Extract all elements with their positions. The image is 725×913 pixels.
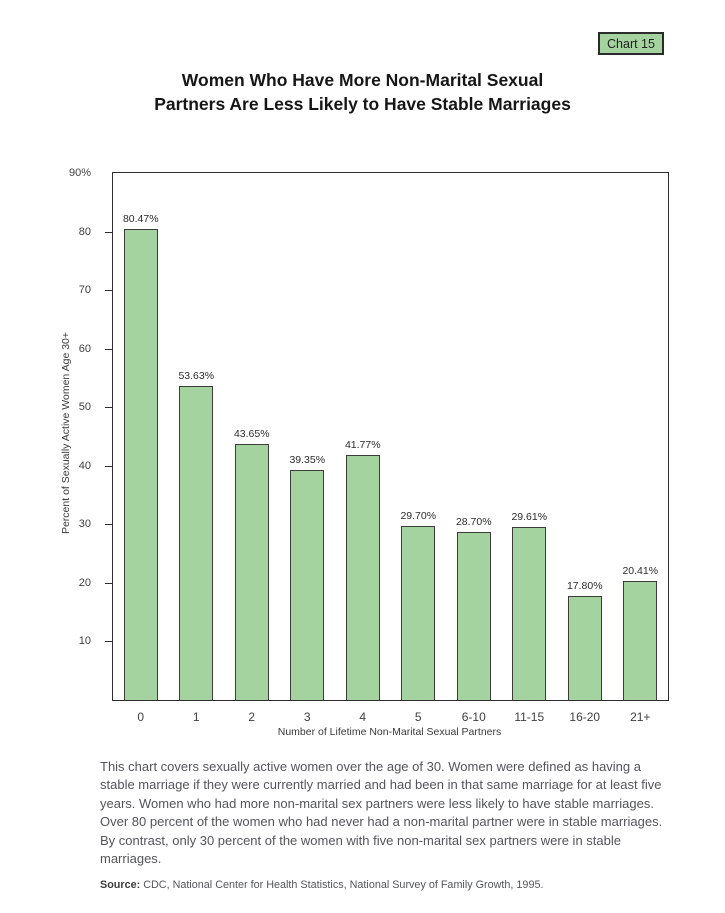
chart-title-line2: Partners Are Less Likely to Have Stable … [154, 94, 571, 114]
source-text: CDC, National Center for Health Statisti… [143, 879, 544, 891]
x-tick-label: 3 [303, 710, 311, 724]
source-line: Source: CDC, National Center for Health … [100, 879, 678, 891]
x-tick-label: 21+ [630, 710, 651, 724]
y-tick-label: 90% [68, 167, 91, 179]
bar-3 [290, 469, 325, 700]
bar-2 [234, 444, 269, 700]
bar-value-label: 17.80% [566, 579, 603, 592]
bar-value-label: 80.47% [122, 212, 159, 225]
y-tick-label: 80 [78, 225, 91, 238]
y-tick-mark [105, 348, 113, 350]
bar-value-label: 29.61% [511, 510, 548, 523]
bar-value-label: 29.70% [400, 510, 437, 523]
y-tick-label: 50 [78, 401, 91, 414]
y-tick-mark [105, 290, 113, 292]
y-tick-label: 10 [78, 635, 91, 648]
source-label: Source: [100, 879, 141, 891]
y-tick-label: 30 [78, 518, 91, 531]
plot-area: 10 20 30 40 50 60 70 80 90% 80.47% 0 53.63% 1 43.65% 2… [69, 167, 669, 724]
bar-value-label: 43.65% [233, 428, 270, 441]
x-tick-label: 6-10 [461, 710, 486, 724]
x-tick-label: 4 [359, 710, 367, 724]
y-tick-mark [105, 582, 113, 584]
chart-title: Women Who Have More Non-Marital Sexual P… [0, 68, 725, 116]
bar-value-label: 41.77% [344, 439, 381, 452]
bar-16-20 [567, 595, 602, 700]
bar-4 [345, 455, 380, 700]
bar-11-15 [512, 526, 547, 700]
x-tick-label: 16-20 [569, 710, 601, 724]
y-tick-mark [105, 407, 113, 409]
y-tick-mark [105, 641, 113, 643]
chart-number-label: Chart 15 [607, 36, 655, 51]
x-tick-label: 11-15 [514, 710, 545, 724]
y-tick-mark [105, 465, 113, 467]
chart-title-line1: Women Who Have More Non-Marital Sexual [181, 70, 544, 90]
description-text: This chart covers sexually active women … [100, 759, 663, 867]
bar-21+ [623, 580, 658, 700]
y-tick-mark [105, 524, 113, 526]
bar-1 [179, 385, 214, 700]
x-axis-title: Number of Lifetime Non-Marital Sexual Pa… [277, 726, 502, 738]
bar-0 [123, 228, 158, 700]
y-tick-label: 20 [78, 576, 91, 589]
bar-5 [401, 526, 436, 700]
y-tick-label: 70 [78, 284, 91, 297]
y-tick-label: 40 [78, 459, 91, 472]
x-tick-label: 2 [248, 710, 256, 724]
chart-number-badge: Chart 15 [598, 32, 664, 55]
x-tick-label: 1 [192, 710, 200, 724]
bar-value-label: 39.35% [289, 453, 326, 466]
y-tick-label: 60 [78, 342, 91, 355]
bar-value-label: 28.70% [455, 515, 492, 528]
x-tick-label: 0 [137, 710, 145, 724]
bar-value-label: 20.41% [622, 564, 659, 577]
bar-6-10 [456, 531, 491, 700]
x-tick-label: 5 [414, 710, 422, 724]
y-axis-title: Percent of Sexually Active Women Age 30+ [60, 331, 72, 535]
y-tick-mark [105, 231, 113, 233]
bar-value-label: 53.63% [178, 369, 215, 382]
